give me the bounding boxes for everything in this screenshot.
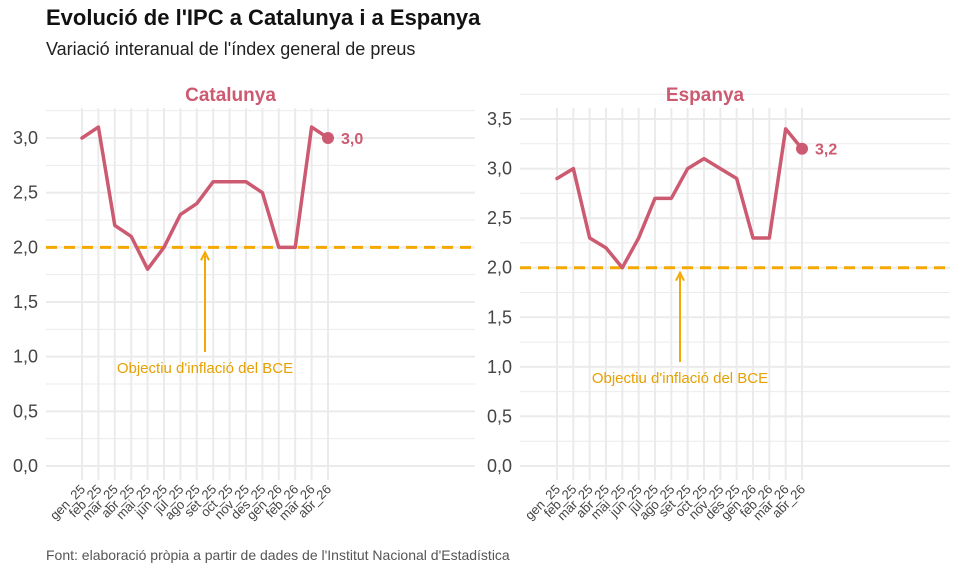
y-tick-label: 2,0 bbox=[487, 258, 512, 278]
target-arrow-head bbox=[675, 270, 685, 282]
panel-title: Catalunya bbox=[185, 85, 276, 106]
chart-subtitle: Variació interanual de l'índex general d… bbox=[46, 39, 416, 59]
panel-title: Espanya bbox=[666, 85, 745, 106]
y-tick-label: 0,5 bbox=[13, 401, 38, 421]
y-tick-label: 0,0 bbox=[13, 456, 38, 476]
y-tick-label: 1,0 bbox=[13, 347, 38, 367]
target-arrow-head bbox=[200, 250, 210, 261]
panel-catalunya: 0,00,51,01,52,02,53,0gen_25feb_25mar_25a… bbox=[13, 85, 475, 523]
chart-title: Evolució de l'IPC a Catalunya i a Espany… bbox=[46, 5, 481, 30]
series-line bbox=[80, 125, 330, 271]
y-tick-label: 1,0 bbox=[487, 357, 512, 377]
y-tick-label: 2,0 bbox=[13, 237, 38, 257]
last-point-marker bbox=[796, 142, 808, 155]
panel-espanya: 0,00,51,01,52,02,53,03,5gen_25feb_25mar_… bbox=[487, 85, 950, 523]
y-tick-label: 1,5 bbox=[487, 307, 512, 327]
y-tick-label: 0,5 bbox=[487, 406, 512, 426]
target-label: Objectiu d'inflació del BCE bbox=[117, 360, 293, 377]
series-line bbox=[555, 127, 804, 270]
last-point-marker bbox=[322, 132, 334, 144]
source-caption: Font: elaboració pròpia a partir de dade… bbox=[46, 547, 510, 563]
y-tick-label: 1,5 bbox=[13, 292, 38, 312]
y-tick-label: 0,0 bbox=[487, 456, 512, 476]
y-tick-label: 3,0 bbox=[487, 159, 512, 179]
y-tick-label: 2,5 bbox=[13, 183, 38, 203]
y-tick-label: 3,5 bbox=[487, 109, 512, 129]
last-value-label: 3,0 bbox=[341, 131, 363, 148]
y-tick-label: 3,0 bbox=[13, 128, 38, 148]
y-tick-label: 2,5 bbox=[487, 208, 512, 228]
last-value-label: 3,2 bbox=[815, 142, 837, 159]
target-label: Objectiu d'inflació del BCE bbox=[592, 370, 768, 387]
